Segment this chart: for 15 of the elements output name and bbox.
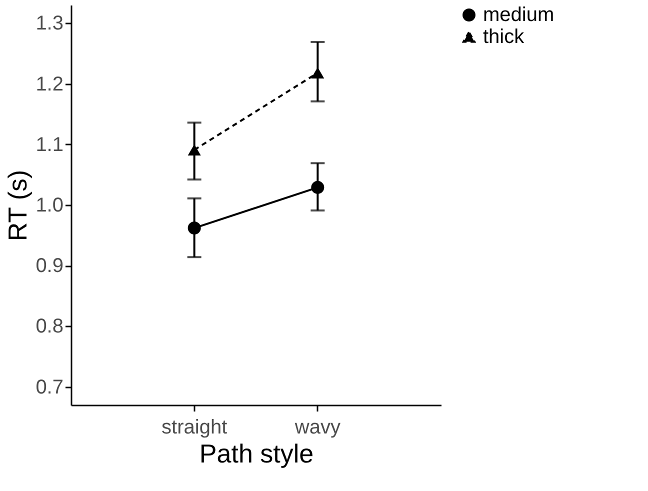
x-tick-label: wavy: [294, 416, 340, 438]
y-tick-label: 0.9: [36, 255, 64, 278]
point: [311, 180, 324, 194]
x-tick-label: straight: [162, 416, 228, 438]
legend-label: thick: [483, 26, 526, 48]
y-tick-label: 1.3: [36, 12, 64, 35]
legend-label: medium: [483, 4, 554, 26]
x-axis-title: Path style: [199, 438, 314, 468]
y-tick-label: 0.8: [36, 316, 64, 338]
y-axis-title: RT (s): [2, 170, 33, 242]
y-tick-label: 0.7: [36, 376, 64, 398]
y-tick-label: 1.0: [36, 194, 64, 216]
y-tick-label: 1.2: [36, 73, 64, 96]
y-tick-label: 1.1: [36, 134, 64, 156]
point: [188, 222, 201, 235]
